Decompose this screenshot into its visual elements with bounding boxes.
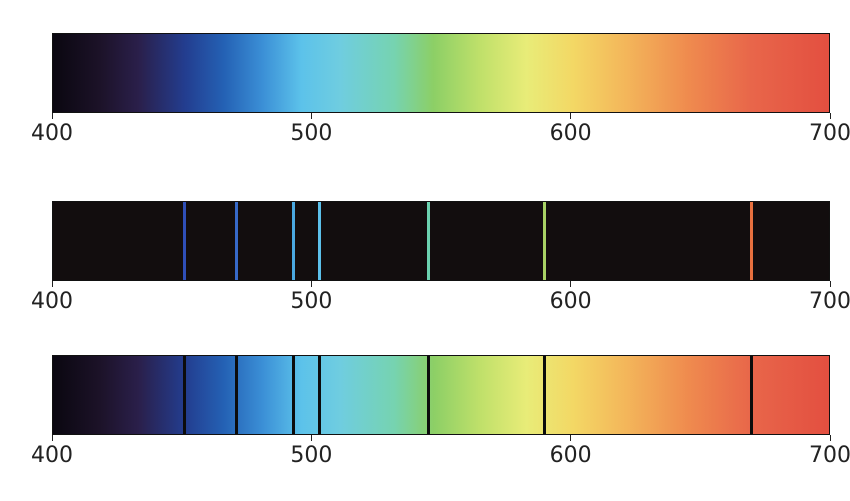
axis-tick xyxy=(310,435,312,441)
emission-spectrum xyxy=(52,201,830,281)
absorption-line xyxy=(542,356,546,434)
continuous-spectrum xyxy=(52,33,830,113)
axis-tick xyxy=(829,435,831,441)
axis-tick xyxy=(570,113,572,119)
axis-tick xyxy=(829,281,831,287)
emission-line xyxy=(317,202,321,280)
emission-line xyxy=(292,202,296,280)
wavelength-axis-absorption: 400 500 600 700 xyxy=(31,435,850,468)
absorption-line xyxy=(749,356,753,434)
wavelength-axis-continuous: 400 500 600 700 xyxy=(31,113,850,146)
axis-tick xyxy=(51,435,53,441)
continuous-spectrum-gradient xyxy=(53,34,829,112)
axis-tick-label: 700 xyxy=(809,121,850,146)
axis-tick-label: 700 xyxy=(809,443,850,468)
wavelength-axis-emission: 400 500 600 700 xyxy=(31,281,850,314)
absorption-line xyxy=(183,356,187,434)
axis-tick xyxy=(829,113,831,119)
axis-tick xyxy=(310,281,312,287)
axis-tick xyxy=(570,435,572,441)
axis-tick-label: 400 xyxy=(31,443,73,468)
axis-tick-label: 600 xyxy=(549,121,592,146)
absorption-line xyxy=(292,356,296,434)
axis-tick xyxy=(51,113,53,119)
absorption-line xyxy=(235,356,239,434)
axis-tick xyxy=(51,281,53,287)
axis-tick-label: 500 xyxy=(290,289,333,314)
axis-tick-label: 400 xyxy=(31,121,73,146)
emission-line xyxy=(235,202,239,280)
axis-tick-label: 600 xyxy=(549,289,592,314)
emission-line xyxy=(183,202,187,280)
absorption-line xyxy=(317,356,321,434)
axis-tick-label: 600 xyxy=(549,443,592,468)
absorption-spectrum xyxy=(52,355,830,435)
absorption-line xyxy=(426,356,430,434)
emission-line xyxy=(749,202,753,280)
absorption-spectrum-gradient xyxy=(53,356,829,434)
axis-tick xyxy=(570,281,572,287)
axis-tick-label: 400 xyxy=(31,289,73,314)
emission-line xyxy=(426,202,430,280)
axis-tick xyxy=(310,113,312,119)
axis-tick-label: 700 xyxy=(809,289,850,314)
axis-tick-label: 500 xyxy=(290,121,333,146)
axis-tick-label: 500 xyxy=(290,443,333,468)
emission-line xyxy=(542,202,546,280)
